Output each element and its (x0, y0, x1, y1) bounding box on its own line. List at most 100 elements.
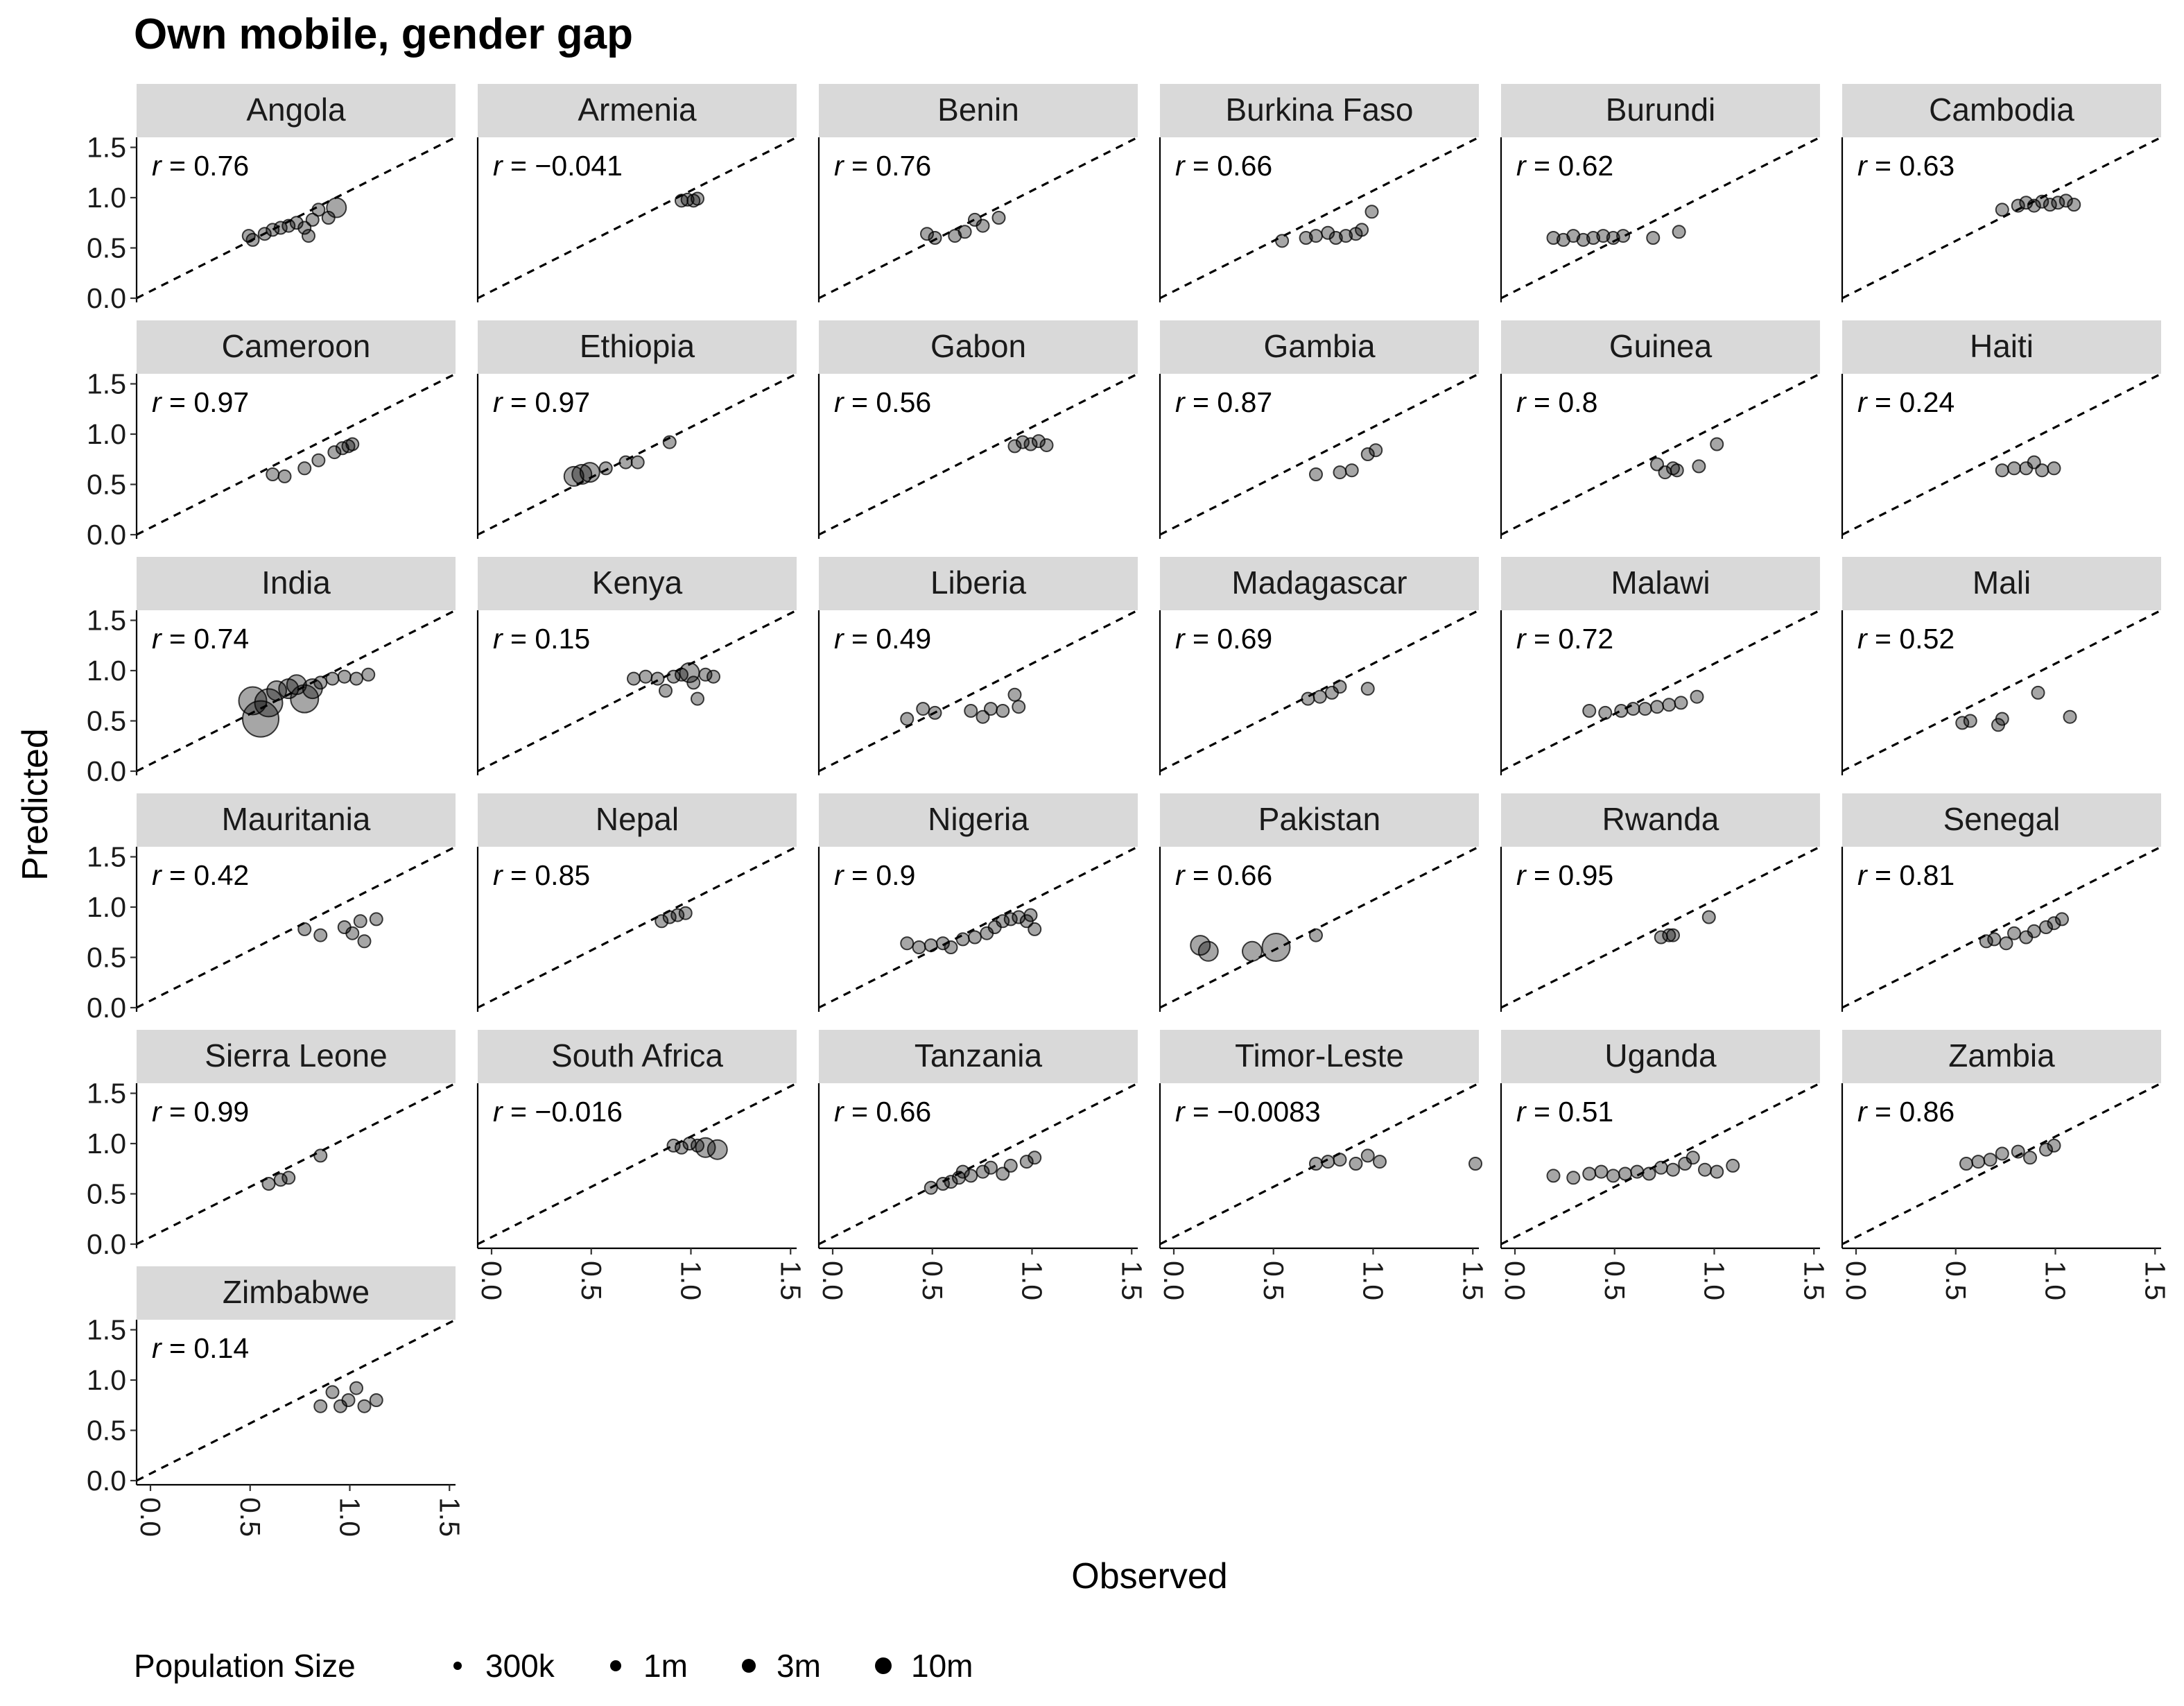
scatter-point (916, 702, 930, 716)
scatter-point (266, 223, 280, 237)
scatter-point (1701, 910, 1716, 924)
identity-reference-line (1500, 372, 1821, 536)
facet-strip (478, 1030, 797, 1083)
facet-panel: Timor-Leste 0.0 0.5 1.0 1.5 r = −0.0083 (1158, 1030, 1489, 1300)
x-tick-label: 1.0 (1358, 1261, 1389, 1300)
scatter-point (627, 671, 641, 686)
correlation-label: r = 0.66 (1175, 859, 1272, 891)
facet-strip (819, 557, 1138, 610)
scatter-point (1012, 700, 1026, 714)
scatter-point (1616, 229, 1631, 243)
correlation-label: r = 0.97 (493, 386, 590, 418)
y-tick-label: 1.5 (87, 605, 126, 637)
scatter-point (1339, 229, 1353, 243)
facet-strip-label: Madagascar (1231, 565, 1407, 601)
scatter-point (254, 688, 284, 718)
facet-strip (1160, 320, 1479, 374)
correlation-label: r = 0.62 (1516, 150, 1613, 182)
scatter-point (313, 928, 328, 942)
scatter-point (900, 712, 915, 726)
scatter-point (1582, 704, 1597, 718)
scatter-point (1650, 700, 1664, 714)
scatter-point (984, 1160, 998, 1175)
identity-reference-line (818, 609, 1138, 773)
legend-entries: 300k 1m 3m 10m (453, 1648, 973, 1684)
scatter-point (1007, 687, 1022, 702)
scatter-point (273, 221, 288, 235)
identity-reference-line (1500, 845, 1821, 1009)
correlation-label: r = 0.42 (152, 859, 249, 891)
legend-title: Population Size (134, 1648, 356, 1684)
x-tick-label: 0.0 (1158, 1261, 1190, 1300)
scatter-point (976, 1164, 990, 1179)
scatter-point (675, 667, 688, 682)
y-tick-label: 0.5 (87, 1415, 126, 1447)
facet-panel: Mali r = 0.52 (1841, 557, 2162, 775)
scatter-point (353, 914, 367, 929)
facet-strip (478, 793, 797, 847)
facet-panel: Rwanda r = 0.95 (1500, 793, 1821, 1012)
scatter-point (1987, 932, 2002, 947)
legend-key-point (875, 1657, 892, 1674)
scatter-point (1039, 438, 1054, 452)
identity-reference-line (1841, 372, 2162, 536)
facet-panel: India 0.0 0.5 1.0 1.5 r = 0.74 (87, 557, 456, 787)
scatter-point (1369, 443, 1383, 458)
scatter-point (1023, 908, 1038, 922)
scatter-point (1321, 1155, 1335, 1169)
scatter-point (242, 700, 279, 738)
scatter-point (1662, 928, 1676, 942)
facet-panel: Malawi r = 0.72 (1500, 557, 1821, 775)
scatter-point (369, 912, 383, 927)
x-tick-label: 1.5 (1798, 1261, 1830, 1300)
y-tick-label: 1.0 (87, 1364, 126, 1396)
facet-strip-label: Timor-Leste (1235, 1037, 1404, 1074)
scatter-point (1999, 936, 2013, 951)
scatter-point (2043, 198, 2057, 212)
facet-panel: Tanzania 0.0 0.5 1.0 1.5 r = 0.66 (817, 1030, 1147, 1300)
identity-reference-line (1500, 136, 1821, 300)
scatter-point (1360, 682, 1375, 696)
scatter-point (957, 225, 972, 239)
scatter-point (326, 197, 347, 218)
scatter-point (659, 684, 673, 698)
scatter-point (2039, 1142, 2053, 1157)
identity-reference-line (1159, 609, 1480, 773)
scatter-point (1642, 1166, 1656, 1181)
facet-strip-label: India (261, 565, 331, 601)
correlation-label: r = 0.51 (1516, 1096, 1613, 1128)
x-tick-label: 1.0 (334, 1497, 366, 1537)
scatter-point (297, 922, 312, 936)
scatter-point (691, 691, 704, 706)
x-tick-label: 0.0 (817, 1261, 849, 1300)
x-tick-label: 0.5 (234, 1497, 266, 1537)
scatter-point (1019, 1155, 1034, 1169)
scatter-point (1328, 231, 1343, 245)
scatter-point (305, 212, 320, 227)
x-tick-label: 0.0 (1499, 1261, 1531, 1300)
x-axis-title: Observed (1071, 1556, 1227, 1596)
scatter-point (1016, 435, 1030, 449)
facet-strip-label: Burkina Faso (1225, 92, 1413, 128)
scatter-point (1344, 463, 1359, 478)
x-tick-label: 1.5 (433, 1497, 465, 1537)
scatter-point (1654, 1160, 1668, 1175)
facet-strip (1501, 84, 1820, 137)
facet-panel: Senegal r = 0.81 (1841, 793, 2162, 1012)
scatter-point (900, 936, 915, 951)
facet-strip (819, 84, 1138, 137)
scatter-point (964, 1169, 978, 1183)
correlation-label: r = 0.81 (1857, 859, 1955, 891)
facet-panel: Guinea r = 0.8 (1500, 320, 1821, 539)
scatter-point (1576, 232, 1591, 247)
scatter-point (2023, 1151, 2037, 1165)
scatter-point (618, 455, 633, 469)
scatter-point (1630, 1164, 1645, 1179)
scatter-point (1333, 465, 1347, 480)
scatter-point (2059, 193, 2073, 208)
correlation-label: r = 0.24 (1857, 386, 1955, 418)
scatter-point (266, 467, 280, 481)
y-tick-label: 1.5 (87, 841, 126, 873)
x-tick-label: 1.0 (675, 1261, 707, 1300)
scatter-point (707, 1139, 728, 1160)
